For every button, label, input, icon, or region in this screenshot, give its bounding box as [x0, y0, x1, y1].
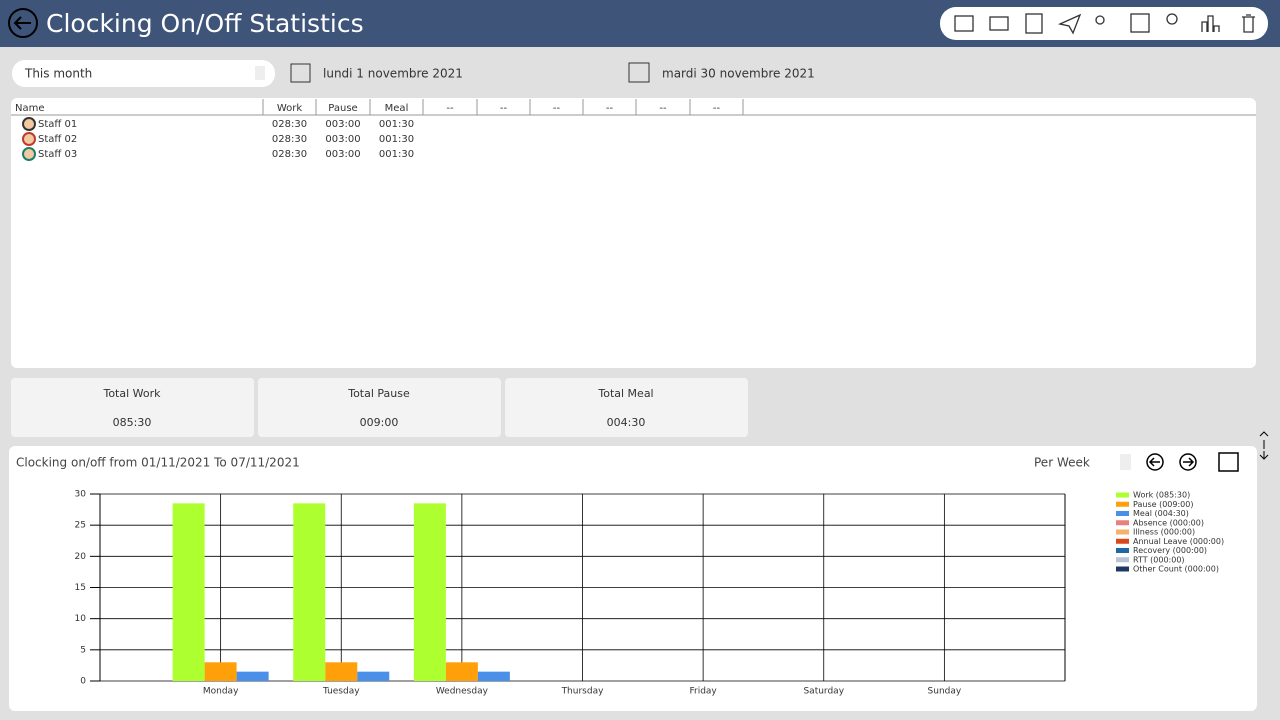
bar [357, 672, 389, 681]
legend-swatch [1116, 539, 1129, 544]
time-cell: 028:30 [272, 134, 307, 145]
legend-label: Work (085:30) [1133, 491, 1190, 500]
bar [446, 662, 478, 681]
column-header: -- [500, 103, 508, 114]
total-label: Total Pause [347, 387, 410, 400]
staff-table [11, 98, 1256, 368]
column-header: Work [277, 103, 303, 114]
total-label: Total Meal [597, 387, 653, 400]
legend-swatch [1116, 511, 1129, 516]
legend-swatch [1116, 567, 1129, 572]
y-tick-label: 15 [75, 583, 86, 593]
legend-label: Illness (000:00) [1133, 528, 1195, 537]
staff-avatar [23, 118, 35, 130]
column-header: Pause [328, 103, 357, 114]
staff-name: Staff 01 [38, 119, 77, 130]
time-cell: 028:30 [272, 119, 307, 130]
legend-swatch [1116, 530, 1129, 535]
grouping-arrow [1120, 454, 1131, 470]
bar [237, 672, 269, 681]
column-header: Meal [385, 103, 409, 114]
time-cell: 001:30 [379, 134, 414, 145]
y-tick-label: 25 [75, 521, 86, 531]
x-tick-label: Wednesday [436, 687, 489, 697]
end-date: mardi 30 novembre 2021 [662, 67, 815, 81]
legend-label: RTT (000:00) [1133, 555, 1185, 564]
y-tick-label: 10 [75, 614, 87, 624]
bar [325, 662, 357, 681]
time-cell: 003:00 [325, 149, 360, 160]
bar [478, 672, 510, 681]
staff-name: Staff 02 [38, 134, 77, 145]
totals: Total Work 085:30 Total Pause 009:00 Total M… [11, 378, 748, 437]
legend-label: Absence (000:00) [1133, 518, 1204, 527]
time-cell: 028:30 [272, 149, 307, 160]
grouping-select[interactable]: Per Week [1034, 456, 1090, 470]
legend-label: Annual Leave (000:00) [1133, 537, 1224, 546]
legend-label: Pause (009:00) [1133, 500, 1193, 509]
page-title: Clocking On/Off Statistics [46, 9, 364, 38]
x-tick-label: Friday [689, 687, 717, 697]
legend-swatch [1116, 502, 1129, 507]
column-header: -- [659, 103, 667, 114]
y-tick-label: 30 [75, 490, 87, 500]
legend-label: Other Count (000:00) [1133, 565, 1219, 574]
x-tick-label: Thursday [561, 687, 605, 697]
y-tick-label: 5 [80, 645, 86, 655]
select-arrow [255, 66, 265, 80]
time-cell: 003:00 [325, 134, 360, 145]
staff-name: Staff 03 [38, 149, 77, 160]
bar [293, 503, 325, 681]
toolbar [940, 7, 1268, 40]
y-tick-label: 0 [80, 677, 86, 687]
staff-avatar [23, 148, 35, 160]
period-value: This month [24, 67, 92, 81]
legend-swatch [1116, 520, 1129, 525]
legend-label: Recovery (000:00) [1133, 546, 1207, 555]
time-cell: 001:30 [379, 119, 414, 130]
legend-swatch [1116, 557, 1129, 562]
legend-swatch [1116, 548, 1129, 553]
time-cell: 001:30 [379, 149, 414, 160]
total-value: 004:30 [607, 416, 646, 429]
x-tick-label: Tuesday [322, 687, 360, 697]
column-header: -- [713, 103, 721, 114]
x-tick-label: Monday [203, 687, 239, 697]
legend-swatch [1116, 493, 1129, 498]
column-header: -- [606, 103, 614, 114]
bar [205, 662, 237, 681]
time-cell: 003:00 [325, 119, 360, 130]
start-date: lundi 1 novembre 2021 [323, 67, 463, 81]
total-value: 085:30 [113, 416, 152, 429]
column-header: -- [446, 103, 454, 114]
chart-panel-title: Clocking on/off from 01/11/2021 To 07/11… [16, 456, 300, 470]
staff-avatar [23, 133, 35, 145]
column-header: -- [553, 103, 561, 114]
total-label: Total Work [102, 387, 161, 400]
y-tick-label: 20 [75, 552, 87, 562]
legend-label: Meal (004:30) [1133, 509, 1189, 518]
total-value: 009:00 [360, 416, 399, 429]
x-tick-label: Saturday [803, 687, 844, 697]
column-header: Name [15, 103, 45, 114]
bar [173, 503, 205, 681]
bar [414, 503, 446, 681]
x-tick-label: Sunday [928, 687, 962, 697]
